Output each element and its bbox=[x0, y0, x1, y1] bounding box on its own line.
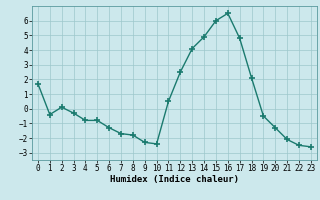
X-axis label: Humidex (Indice chaleur): Humidex (Indice chaleur) bbox=[110, 175, 239, 184]
